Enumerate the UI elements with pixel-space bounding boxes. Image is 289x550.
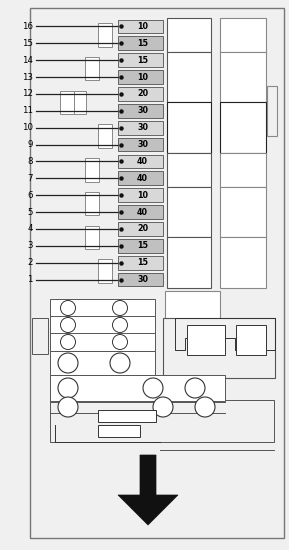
Bar [98,23,112,47]
Bar [50,316,155,334]
Bar [118,239,163,253]
Circle shape [58,397,78,417]
Bar [60,91,74,114]
Bar [50,299,155,317]
Circle shape [110,353,130,373]
Bar [220,153,266,187]
Bar [167,102,211,153]
Text: 13: 13 [22,73,33,81]
Text: 20: 20 [137,224,148,233]
Text: 8: 8 [27,157,33,166]
Circle shape [112,317,127,333]
Text: 10: 10 [137,22,148,31]
Bar [32,318,48,354]
Text: 2: 2 [27,258,33,267]
Bar [98,410,156,422]
Bar [220,102,266,153]
Bar [118,87,163,101]
Text: 16: 16 [22,22,33,31]
Bar [118,121,163,135]
Text: 15: 15 [22,39,33,48]
Text: 10: 10 [22,123,33,132]
Circle shape [143,378,163,398]
Circle shape [153,397,173,417]
Bar [236,325,266,355]
Bar [50,400,274,442]
Circle shape [60,300,75,316]
Text: 9: 9 [28,140,33,149]
Bar [167,153,211,187]
Bar [118,188,163,202]
Text: 12: 12 [22,90,33,98]
Bar [98,425,140,437]
Bar [85,192,99,216]
Text: 10: 10 [137,73,148,81]
Text: 10: 10 [137,191,148,200]
Bar [118,70,163,84]
Bar [118,53,163,67]
Bar [220,18,266,52]
Circle shape [112,300,127,316]
Text: 30: 30 [137,106,148,116]
Bar [118,104,163,118]
Text: 6: 6 [27,191,33,200]
Text: 15: 15 [137,56,148,65]
Circle shape [112,334,127,349]
Bar [118,36,163,50]
Bar [118,19,163,34]
Bar [118,222,163,236]
Bar [163,318,275,378]
Bar [167,18,211,52]
Text: 30: 30 [137,123,148,132]
Text: 20: 20 [137,90,148,98]
Bar [220,238,266,288]
Text: 30: 30 [137,275,148,284]
Bar [72,91,86,114]
Text: 3: 3 [27,241,33,250]
Text: 15: 15 [137,241,148,250]
Circle shape [195,397,215,417]
Bar [85,226,99,249]
Bar [118,155,163,168]
Bar [85,158,99,182]
Bar [50,333,155,351]
Circle shape [60,334,75,349]
Bar [167,52,211,102]
Bar [118,172,163,185]
Bar [267,85,277,136]
Bar [50,375,225,401]
Bar [85,57,99,80]
Bar [98,259,112,283]
Bar [187,325,225,355]
Text: 40: 40 [137,157,148,166]
Bar [165,291,220,343]
Bar [30,8,284,538]
Bar [220,52,266,102]
Text: 14: 14 [22,56,33,65]
Circle shape [60,317,75,333]
Text: 7: 7 [27,174,33,183]
Circle shape [185,378,205,398]
Polygon shape [118,455,178,525]
Bar [98,124,112,148]
Bar [50,351,155,375]
Bar [167,187,211,238]
Bar [220,187,266,238]
Text: 4: 4 [27,224,33,233]
Bar [118,138,163,151]
Text: 30: 30 [137,140,148,149]
Text: 11: 11 [22,106,33,116]
Text: 15: 15 [137,258,148,267]
Bar [118,273,163,287]
Bar [167,238,211,288]
Bar [118,256,163,270]
Circle shape [58,378,78,398]
Text: 40: 40 [137,174,148,183]
Text: 40: 40 [137,207,148,217]
Bar [118,205,163,219]
Text: 15: 15 [137,39,148,48]
Text: 5: 5 [27,207,33,217]
Text: 1: 1 [27,275,33,284]
Circle shape [58,353,78,373]
